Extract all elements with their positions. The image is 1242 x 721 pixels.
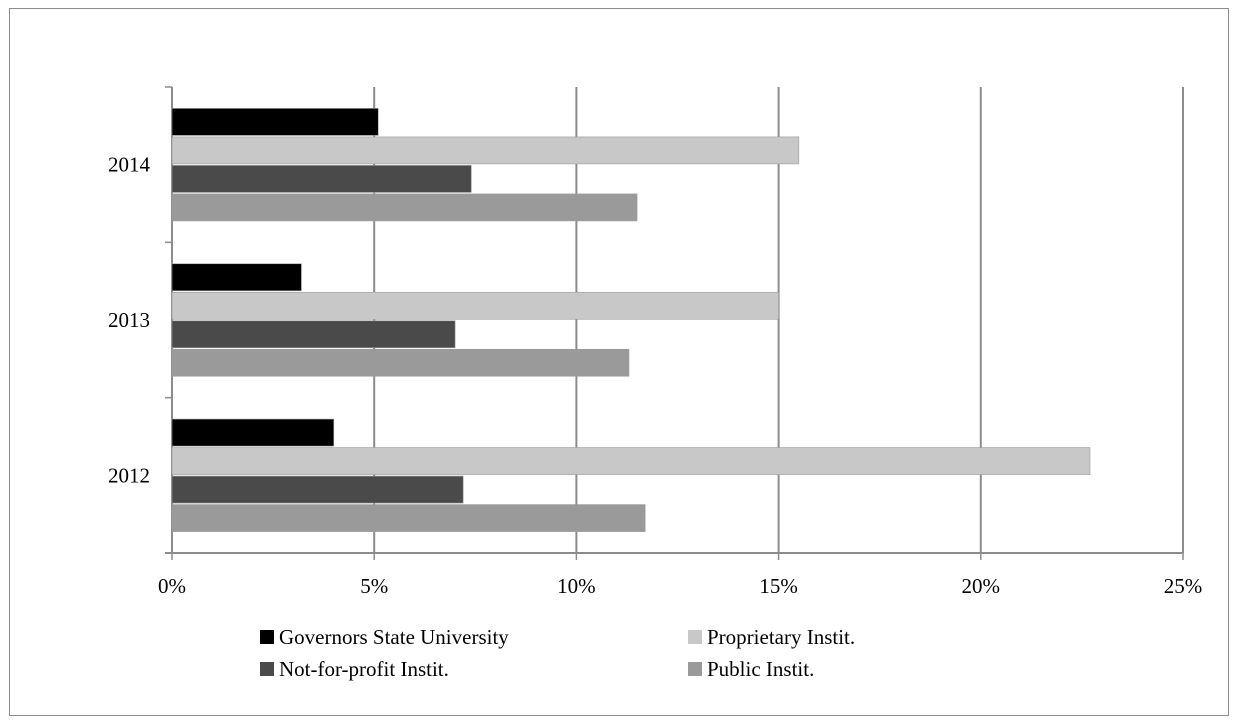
legend-swatch [688, 662, 702, 676]
bar-2012-public-instit- [171, 504, 646, 532]
bar-2014-public-instit- [171, 193, 638, 222]
bar-2012-proprietary-instit- [171, 447, 1091, 475]
bar-2014-not-for-profit-instit- [171, 165, 472, 193]
bar-2012-governors-state-university [171, 418, 335, 447]
gridlines [373, 87, 1184, 553]
x-tick-label: 20% [962, 574, 1001, 598]
tick-labels: 0% 5% 10% 15% 20% 25% 2012 2013 2014 [108, 153, 1202, 598]
legend-swatch [688, 630, 702, 644]
bar-2013-not-for-profit-instit- [171, 320, 456, 349]
x-tick-label: 25% [1164, 574, 1203, 598]
x-tick-label: 15% [759, 574, 798, 598]
legend-label: Not-for-profit Instit. [279, 657, 449, 681]
legend-swatch [260, 630, 274, 644]
axes [165, 86, 1184, 560]
bar-2013-governors-state-university [171, 263, 302, 292]
bar-2013-proprietary-instit- [171, 291, 779, 320]
bar-2012-not-for-profit-instit- [171, 475, 464, 504]
legend-label: Governors State University [279, 625, 509, 649]
legend-label: Proprietary Instit. [707, 625, 855, 649]
x-tick-label: 5% [360, 574, 388, 598]
legend-label: Public Instit. [707, 657, 814, 681]
y-tick-label: 2014 [108, 153, 151, 177]
bar-2014-governors-state-university [171, 108, 379, 136]
x-tick-label: 10% [557, 574, 596, 598]
bar-2014-proprietary-instit- [171, 136, 800, 165]
y-tick-label: 2013 [108, 308, 150, 332]
x-tick-label: 0% [158, 574, 186, 598]
legend: Governors State University Proprietary In… [260, 625, 855, 681]
bar-2013-public-instit- [171, 348, 630, 377]
y-tick-label: 2012 [108, 463, 150, 487]
legend-swatch [260, 662, 274, 676]
bars [171, 108, 1091, 532]
